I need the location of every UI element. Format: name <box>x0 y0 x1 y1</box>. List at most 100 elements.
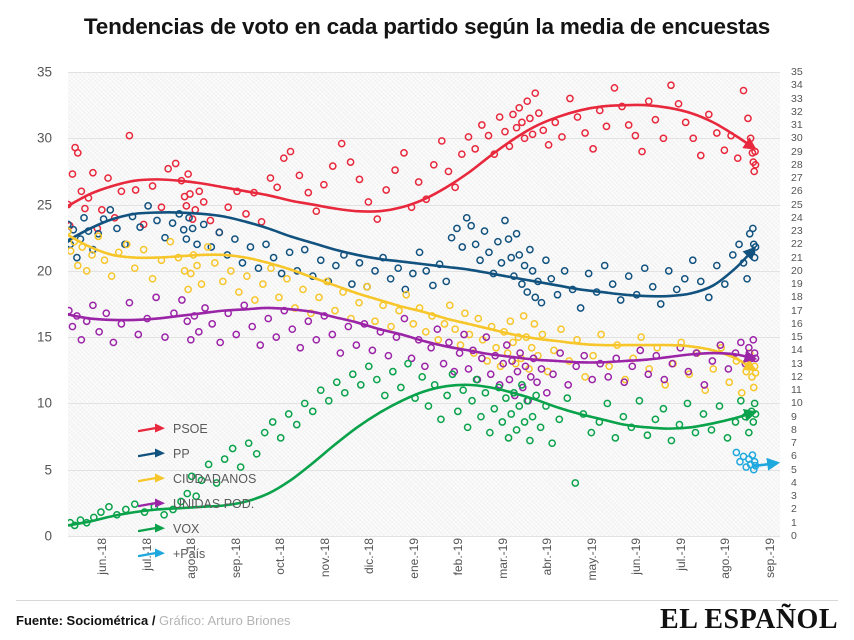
data-point <box>442 277 451 286</box>
data-point <box>418 373 427 381</box>
data-point <box>501 216 509 225</box>
data-point <box>572 362 581 371</box>
data-point <box>312 335 321 344</box>
data-point <box>404 359 412 368</box>
data-point <box>471 145 480 153</box>
data-point <box>117 187 126 196</box>
data-point <box>371 317 379 326</box>
data-point <box>563 394 572 402</box>
data-point <box>372 375 381 384</box>
legend-arrow-icon <box>138 423 165 432</box>
data-point <box>122 505 130 514</box>
data-point <box>512 229 521 238</box>
data-point <box>316 256 325 265</box>
y-tick-right: 5 <box>791 463 797 476</box>
legend-item-vox[interactable]: VOX <box>138 516 288 541</box>
data-point <box>550 346 558 355</box>
data-point <box>248 322 257 331</box>
data-point <box>462 213 471 222</box>
data-point <box>352 341 361 349</box>
data-point <box>257 217 266 226</box>
data-point <box>667 436 676 445</box>
legend-item-ciudadanos[interactable]: CIUDADANOS <box>138 466 288 491</box>
data-point <box>268 418 277 426</box>
legend-item-psoe[interactable]: PSOE <box>138 416 288 441</box>
data-point <box>312 207 321 216</box>
data-point <box>453 224 461 233</box>
data-point <box>750 253 759 262</box>
data-point <box>571 479 580 487</box>
y-tick-left: 25 <box>36 197 52 213</box>
gridlines <box>68 72 780 537</box>
data-point <box>231 235 239 243</box>
y-tick-right: 21 <box>791 251 803 264</box>
data-point <box>246 243 255 251</box>
data-point <box>384 351 393 360</box>
data-point <box>235 288 243 296</box>
data-point <box>478 121 486 129</box>
data-point <box>356 381 365 389</box>
data-point <box>286 147 295 156</box>
data-point <box>320 180 328 189</box>
x-tick: mar.-19 <box>495 538 510 579</box>
data-point <box>708 357 717 365</box>
data-point <box>171 159 180 168</box>
y-tick-right: 33 <box>791 92 803 105</box>
data-point <box>636 346 645 355</box>
data-point <box>667 81 675 90</box>
data-point <box>733 154 742 163</box>
data-point <box>457 150 466 159</box>
data-point <box>684 367 693 376</box>
data-point <box>725 378 734 387</box>
data-point <box>368 346 377 355</box>
data-point <box>340 388 349 397</box>
data-point <box>389 367 397 376</box>
trend-line-psoe <box>68 103 757 213</box>
data-point <box>521 362 530 371</box>
footer: Fuente: Sociométrica / Gráfico: Arturo B… <box>0 600 854 640</box>
data-point <box>712 129 721 137</box>
x-tick: may.-19 <box>584 538 599 581</box>
data-point <box>724 365 733 373</box>
data-point <box>224 203 233 212</box>
scatter-series--pa-s <box>732 448 760 474</box>
data-point <box>272 333 281 341</box>
data-point <box>520 418 529 426</box>
data-point <box>484 131 493 140</box>
x-tick: feb.-19 <box>451 538 466 576</box>
data-point <box>275 293 283 302</box>
data-point <box>459 386 468 395</box>
data-point <box>530 320 539 328</box>
data-point <box>631 131 640 140</box>
data-point <box>556 349 565 357</box>
data-point <box>526 436 534 445</box>
data-point <box>742 367 751 376</box>
data-point <box>532 391 540 400</box>
data-point <box>515 103 524 112</box>
x-tick: sep.-19 <box>762 538 777 579</box>
data-point <box>644 370 653 379</box>
data-point <box>494 237 502 246</box>
data-point <box>259 280 267 288</box>
x-tick: dic.-18 <box>362 538 377 575</box>
data-point <box>427 343 435 352</box>
y-tick-right: 2 <box>791 503 797 516</box>
data-point <box>651 415 660 424</box>
y-tick-right: 30 <box>791 132 803 145</box>
data-point <box>672 285 681 294</box>
y-tick-left: 0 <box>44 528 52 544</box>
data-point <box>502 394 510 402</box>
data-point <box>387 322 395 331</box>
legend-item--pa-s[interactable]: +País <box>138 541 288 566</box>
y-tick-right: 13 <box>791 357 803 370</box>
data-point <box>219 277 227 286</box>
data-point <box>199 220 208 229</box>
data-point <box>506 317 515 326</box>
data-point <box>477 412 485 421</box>
legend-item-pp[interactable]: PP <box>138 441 288 466</box>
legend-item-unidas-pod-[interactable]: UNIDAS POD. <box>138 491 288 516</box>
legend-arrow-icon <box>138 498 165 507</box>
data-point <box>638 147 646 156</box>
data-point <box>445 338 453 347</box>
data-point <box>434 335 443 344</box>
